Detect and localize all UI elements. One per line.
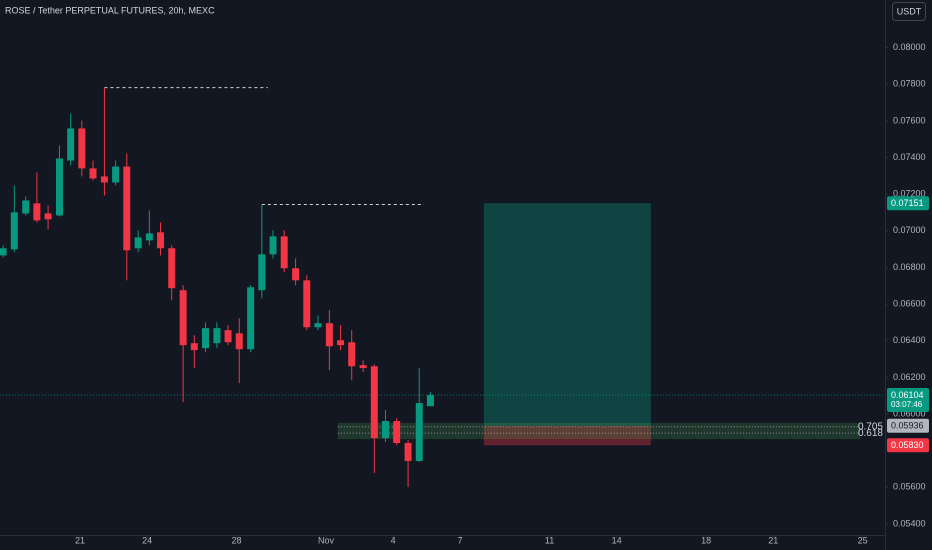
- position-profit-zone: [483, 203, 651, 426]
- y-tick-label: 0.05400: [893, 518, 926, 528]
- candle-body: [22, 200, 30, 214]
- currency-label[interactable]: USDT: [897, 6, 922, 16]
- y-tick-label: 0.07000: [893, 225, 926, 235]
- y-tick-label: 0.07400: [893, 152, 926, 162]
- y-tick-label: 0.07600: [893, 115, 926, 125]
- candle-body: [247, 287, 255, 350]
- candle-body: [213, 328, 221, 344]
- x-tick-label: 11: [545, 535, 554, 545]
- entry-price-tag: 0.05936: [891, 421, 924, 431]
- x-tick-label: 7: [458, 535, 463, 545]
- y-tick-label: 0.06200: [893, 372, 926, 382]
- last-price-tag: 0.06104: [891, 390, 924, 400]
- last-price-tag-bg: [887, 388, 929, 413]
- candle-body: [337, 340, 345, 346]
- y-tick-label: 0.06400: [893, 335, 926, 345]
- x-tick-label: 24: [142, 535, 152, 545]
- fib-label: 0.618: [858, 428, 883, 439]
- candle-body: [325, 323, 333, 347]
- candle-body: [292, 268, 300, 281]
- candle-body: [404, 443, 412, 461]
- y-tick-label: 0.06600: [893, 299, 926, 309]
- candle-body: [100, 176, 108, 183]
- candle-body: [145, 233, 153, 241]
- candle-body: [55, 158, 63, 216]
- candle-body: [258, 254, 266, 291]
- candle-body: [123, 166, 131, 251]
- candle-body: [89, 168, 97, 179]
- stop-price-tag-bg: [887, 438, 929, 453]
- stop-price-tag: 0.05830: [891, 440, 924, 450]
- x-tick-label: 21: [768, 535, 778, 545]
- candle-body: [134, 237, 142, 249]
- candle-body: [44, 213, 52, 220]
- candle-body: [33, 203, 41, 221]
- entry-price-tag-bg: [887, 418, 929, 433]
- candle-body: [179, 290, 187, 346]
- fib-label: 0.705: [858, 422, 883, 433]
- candle-body: [426, 395, 434, 407]
- candle-body: [280, 236, 288, 269]
- target-price-tag-bg: [887, 196, 929, 211]
- candle-body: [190, 343, 198, 351]
- candle-body: [0, 248, 7, 256]
- candle-body: [269, 236, 277, 255]
- candle-body: [67, 128, 75, 161]
- y-tick-label: 0.07200: [893, 189, 926, 199]
- candle-body: [157, 232, 165, 249]
- y-tick-label: 0.06800: [893, 262, 926, 272]
- candle-body: [224, 330, 232, 343]
- x-tick-label: Nov: [318, 535, 335, 545]
- x-tick-label: 14: [612, 535, 622, 545]
- plot-area: [0, 87, 885, 487]
- candle-body: [112, 166, 120, 183]
- candle-body: [10, 212, 18, 250]
- candle-body: [415, 403, 423, 461]
- x-tick-label: 4: [391, 535, 396, 545]
- candle-body: [201, 328, 209, 349]
- x-tick-label: 25: [858, 535, 868, 545]
- candle-body: [381, 421, 389, 439]
- candle-body: [348, 342, 356, 367]
- target-price-tag: 0.07151: [891, 198, 924, 208]
- y-tick-label: 0.07800: [893, 79, 926, 89]
- y-tick-label: 0.05600: [893, 482, 926, 492]
- y-tick-label: 0.08000: [893, 42, 926, 52]
- candle-body: [370, 366, 378, 439]
- candle-body: [359, 365, 367, 369]
- fib-band: [337, 422, 860, 440]
- candle-body: [235, 333, 243, 350]
- x-tick-label: 21: [75, 535, 85, 545]
- currency-button[interactable]: [892, 2, 926, 21]
- position-loss-zone: [483, 425, 651, 446]
- candle-body: [393, 421, 401, 444]
- x-tick-label: 28: [232, 535, 242, 545]
- candle-body: [78, 128, 86, 169]
- countdown: 03:07:46: [891, 400, 923, 409]
- candle-body: [314, 323, 322, 328]
- chart-title: ROSE / Tether PERPETUAL FUTURES, 20h, ME…: [5, 5, 215, 15]
- x-tick-label: 18: [701, 535, 711, 545]
- y-tick-label: 0.06000: [893, 408, 926, 418]
- candle-body: [168, 248, 176, 289]
- candle-body: [303, 280, 311, 328]
